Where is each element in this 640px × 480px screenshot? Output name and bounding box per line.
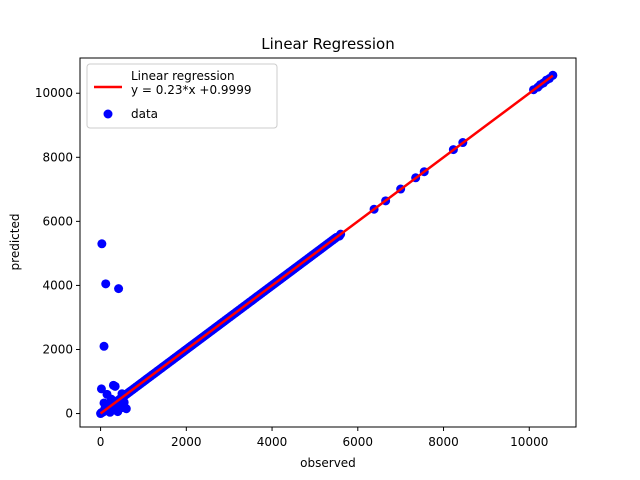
data-point bbox=[99, 341, 109, 351]
legend-regression-label: Linear regression y = 0.23*x +0.9999 bbox=[131, 69, 251, 97]
x-tick-label: 2000 bbox=[171, 435, 202, 449]
y-axis: 0 2000 4000 6000 8000 10000 bbox=[35, 86, 80, 421]
legend: Linear regression y = 0.23*x +0.9999 data bbox=[86, 63, 278, 129]
legend-data-label: data bbox=[131, 107, 158, 121]
x-axis-label: observed bbox=[300, 456, 356, 470]
y-tick-label: 6000 bbox=[42, 214, 73, 228]
plot-frame bbox=[79, 57, 577, 428]
chart-title: Linear Regression bbox=[261, 35, 394, 53]
x-tick-label: 8000 bbox=[428, 435, 459, 449]
legend-data-swatch bbox=[103, 109, 113, 119]
y-tick-label: 2000 bbox=[42, 342, 73, 356]
data-point bbox=[108, 380, 118, 390]
x-tick-label: 6000 bbox=[343, 435, 374, 449]
x-tick-label: 0 bbox=[97, 435, 105, 449]
data-point bbox=[114, 284, 124, 294]
y-tick-label: 4000 bbox=[42, 278, 73, 292]
data-point bbox=[96, 384, 106, 394]
y-tick-label: 10000 bbox=[35, 86, 73, 100]
data-point bbox=[113, 407, 123, 417]
data-point bbox=[121, 404, 131, 414]
y-tick-label: 0 bbox=[65, 407, 73, 421]
legend-box bbox=[86, 63, 278, 129]
x-tick-label: 4000 bbox=[257, 435, 288, 449]
regression-line bbox=[99, 74, 554, 415]
plot-content bbox=[96, 70, 558, 419]
data-point bbox=[97, 239, 107, 249]
x-axis: 0 2000 4000 6000 8000 10000 bbox=[97, 427, 548, 449]
y-axis-label: predicted bbox=[8, 214, 22, 271]
x-tick-label: 10000 bbox=[510, 435, 548, 449]
y-tick-label: 8000 bbox=[42, 150, 73, 164]
data-point bbox=[101, 279, 111, 289]
